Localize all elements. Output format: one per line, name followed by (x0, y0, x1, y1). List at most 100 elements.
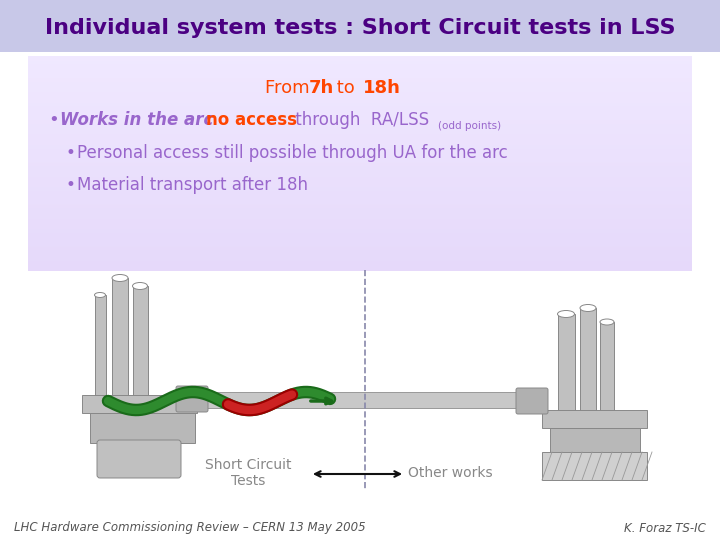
Text: Works in the arc: Works in the arc (60, 111, 213, 129)
Bar (550, 428, 640, 452)
Bar (28, 102, 692, 103)
Bar (28, 85, 692, 86)
Bar (28, 118, 692, 119)
Bar (28, 115, 692, 116)
Bar (28, 155, 692, 156)
Bar (28, 219, 692, 220)
Text: Personal access still possible through UA for the arc: Personal access still possible through U… (77, 144, 508, 162)
Bar (28, 164, 692, 165)
Bar (28, 119, 692, 120)
Bar (28, 133, 692, 134)
Bar (28, 69, 692, 70)
Bar (202, 392, 522, 408)
Bar (558, 314, 575, 412)
Bar (28, 82, 692, 83)
Bar (28, 217, 692, 218)
Ellipse shape (600, 319, 614, 325)
Bar (28, 93, 692, 94)
Bar (28, 105, 692, 106)
Bar (28, 230, 692, 231)
Bar (28, 117, 692, 118)
Bar (28, 239, 692, 240)
Bar (28, 264, 692, 265)
Bar (28, 78, 692, 79)
Bar (28, 237, 692, 238)
Bar (28, 123, 692, 124)
Bar (28, 181, 692, 182)
Text: LHC Hardware Commissioning Review – CERN 13 May 2005: LHC Hardware Commissioning Review – CERN… (14, 522, 366, 535)
Bar (28, 60, 692, 61)
Bar (28, 96, 692, 97)
Bar (28, 100, 692, 101)
Bar (28, 218, 692, 219)
Bar (28, 182, 692, 183)
Bar (28, 160, 692, 161)
Bar (28, 214, 692, 215)
Bar (28, 86, 692, 87)
Bar (28, 183, 692, 184)
Bar (28, 207, 692, 208)
Bar (28, 89, 692, 90)
Bar (28, 216, 692, 217)
Bar (28, 141, 692, 142)
Bar (28, 124, 692, 125)
Bar (28, 167, 692, 168)
Bar (112, 278, 128, 398)
Bar (95, 295, 106, 400)
Bar (28, 197, 692, 198)
Bar (28, 266, 692, 267)
Bar (542, 410, 647, 428)
Bar (28, 134, 692, 135)
Text: Individual system tests : Short Circuit tests in LSS: Individual system tests : Short Circuit … (45, 18, 675, 38)
Bar (28, 227, 692, 228)
Bar (28, 256, 692, 257)
Bar (28, 59, 692, 60)
Bar (28, 95, 692, 96)
Bar (28, 151, 692, 152)
Bar (28, 73, 692, 74)
Bar (28, 57, 692, 58)
Bar (28, 170, 692, 171)
Bar (28, 265, 692, 266)
Bar (28, 215, 692, 216)
Bar (28, 112, 692, 113)
Bar (28, 195, 692, 196)
Bar (28, 165, 692, 166)
Bar (28, 251, 692, 252)
Bar (28, 244, 692, 245)
Bar (28, 193, 692, 194)
Bar (28, 107, 692, 108)
Bar (28, 127, 692, 128)
Text: K. Foraz TS-IC: K. Foraz TS-IC (624, 522, 706, 535)
Bar (28, 146, 692, 147)
Bar (28, 188, 692, 189)
Bar (28, 255, 692, 256)
Bar (28, 103, 692, 104)
Bar (28, 241, 692, 242)
Bar (28, 129, 692, 130)
Bar (28, 161, 692, 162)
Bar (28, 65, 692, 66)
Bar (28, 201, 692, 202)
Bar (28, 221, 692, 222)
Bar (28, 67, 692, 68)
Bar (28, 77, 692, 78)
Bar (28, 222, 692, 223)
Bar (28, 104, 692, 105)
Bar (28, 113, 692, 114)
Bar (28, 250, 692, 251)
Bar (28, 262, 692, 263)
Bar (28, 136, 692, 137)
Bar (28, 101, 692, 102)
Bar (28, 240, 692, 241)
Bar (28, 56, 692, 57)
Bar (28, 203, 692, 204)
Bar (28, 138, 692, 139)
Text: Other works: Other works (408, 466, 492, 480)
FancyBboxPatch shape (97, 440, 181, 478)
Bar (28, 210, 692, 211)
Bar (580, 308, 596, 412)
Bar (28, 246, 692, 247)
Bar (600, 322, 614, 412)
Bar (28, 168, 692, 169)
